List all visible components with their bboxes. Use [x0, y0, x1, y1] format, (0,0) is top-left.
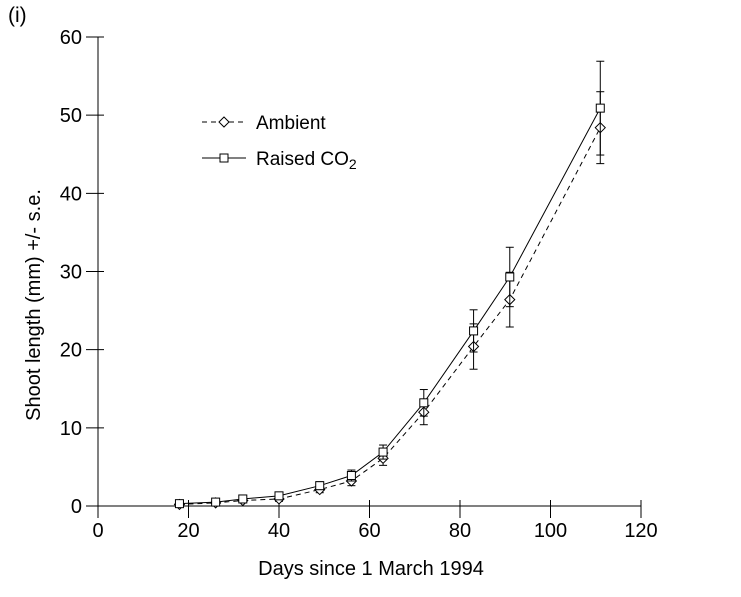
x-tick-label: 20	[177, 520, 199, 542]
y-tick-label: 50	[60, 105, 82, 127]
data-point-marker-square	[595, 103, 605, 113]
x-tick-label: 60	[358, 520, 380, 542]
series-line	[179, 127, 601, 505]
legend-label: Ambient	[256, 113, 326, 134]
legend-label: Raised CO2	[256, 149, 357, 172]
data-point-marker-diamond	[218, 116, 230, 128]
data-point-marker-square	[274, 491, 284, 501]
data-point-marker-square	[211, 497, 221, 507]
panel-label: (i)	[8, 4, 27, 27]
y-tick-label: 0	[71, 496, 82, 518]
data-point-marker-square	[174, 499, 184, 509]
data-point-marker-square	[346, 471, 356, 481]
legend: Ambient Raised CO2	[202, 113, 357, 172]
y-axis-label: Shoot length (mm) +/- s.e.	[23, 189, 45, 421]
y-tick-label: 20	[60, 340, 82, 362]
x-tick-label: 80	[449, 520, 471, 542]
y-ticks: 0 10 20 30 40 50 60	[60, 27, 104, 518]
y-tick-label: 10	[60, 418, 82, 440]
legend-item-ambient: Ambient	[202, 113, 326, 134]
data-point-marker-square	[238, 494, 248, 504]
data-point-marker-square	[419, 398, 429, 408]
y-tick-label: 30	[60, 262, 82, 284]
x-tick-label: 120	[624, 520, 657, 542]
data-point-marker-square	[378, 447, 388, 457]
legend-item-raised-co2: Raised CO2	[202, 149, 357, 172]
plot-area: 0 20 40 60 80 100 120 0 10 20 30 40 50 60 Ambient Raise…	[60, 27, 658, 542]
x-tick-label: 0	[92, 520, 103, 542]
series-markers	[173, 121, 606, 511]
data-point-marker-square	[505, 272, 515, 282]
series-line	[179, 107, 601, 505]
legend-label-subscript: 2	[349, 156, 357, 172]
data-point-marker-square	[469, 326, 479, 336]
x-ticks: 0 20 40 60 80 100 120	[92, 500, 658, 542]
x-axis-label: Days since 1 March 1994	[258, 558, 484, 580]
y-tick-label: 40	[60, 183, 82, 205]
data-point-marker-square	[315, 481, 325, 491]
x-tick-label: 100	[534, 520, 567, 542]
error-bars	[175, 60, 605, 505]
y-tick-label: 60	[60, 27, 82, 49]
x-tick-label: 40	[268, 520, 290, 542]
axes	[97, 37, 641, 507]
series-raised-co2	[174, 60, 605, 509]
data-point-marker-square	[219, 153, 229, 163]
series-markers	[174, 103, 605, 509]
series-ambient	[173, 91, 606, 511]
